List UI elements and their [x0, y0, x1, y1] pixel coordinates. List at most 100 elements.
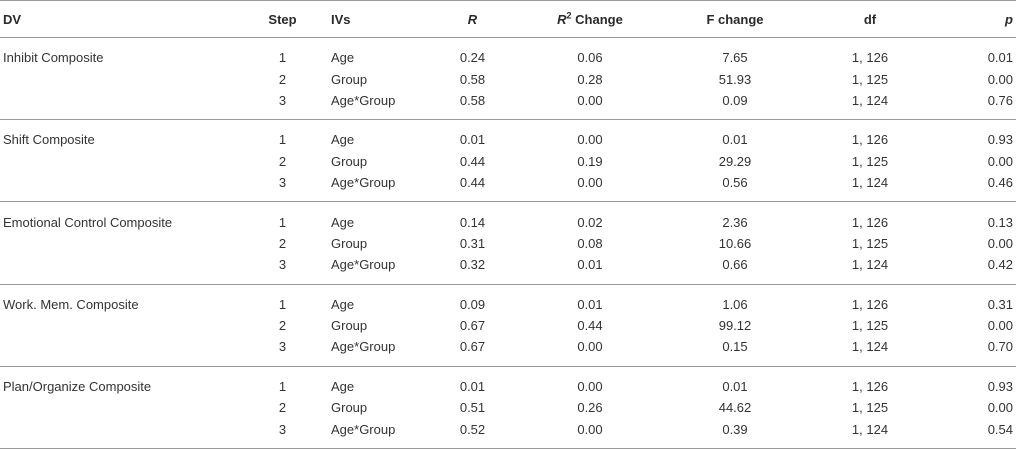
df-cell: 1, 125	[851, 400, 889, 416]
r-cell: 0.51	[459, 400, 486, 416]
df-cell: 1, 124	[805, 89, 935, 121]
r2-change-cell: 0.00	[515, 336, 665, 367]
header-dv: DV	[0, 0, 250, 38]
df-cell: 1, 125	[851, 318, 889, 334]
step-cell: 2	[278, 235, 287, 251]
table-row: Shift Composite 1 Age 0.01 0.00 0.01 1, 126 0.9…	[0, 120, 1016, 151]
step-cell: 1	[278, 50, 287, 66]
table-row: 2 Group 0.67 0.44 99.12 1, 125 0.00	[0, 315, 1016, 336]
df-cell: 1, 124	[805, 171, 935, 203]
df-cell: 1, 124	[805, 254, 935, 285]
p-cell: 0.01	[987, 50, 1013, 66]
f-change-cell: 10.66	[718, 235, 752, 251]
step-cell: 2	[278, 400, 287, 416]
dv-cell	[0, 233, 250, 254]
df-cell: 1, 126	[851, 296, 889, 312]
table-row: 3 Age*Group 0.32 0.01 0.66 1, 124 0.42	[0, 254, 1016, 285]
table-row: Plan/Organize Composite 1 Age 0.01 0.00 0.01 1…	[0, 366, 1016, 397]
r-cell: 0.31	[459, 235, 486, 251]
r-cell: 0.44	[430, 171, 515, 203]
header-p-text: p	[1005, 11, 1013, 27]
r-cell: 0.09	[459, 296, 486, 312]
p-cell: 0.93	[987, 378, 1013, 394]
r-cell: 0.32	[430, 254, 515, 285]
r2-change-cell: 0.26	[577, 400, 603, 416]
p-cell: 0.93	[987, 132, 1013, 148]
iv-cell: Age*Group	[315, 254, 430, 285]
step-cell: 3	[250, 89, 315, 121]
iv-cell: Age	[331, 378, 355, 394]
table-row: Inhibit Composite 1 Age 0.24 0.06 7.65 1, 126 0…	[0, 38, 1016, 69]
r2-change-cell: 0.02	[577, 214, 603, 230]
df-cell: 1, 126	[851, 132, 889, 148]
table-row: Emotional Control Composite 1 Age 0.14 0.02 2…	[0, 202, 1016, 233]
f-change-cell: 0.01	[722, 378, 748, 394]
df-cell: 1, 126	[851, 50, 889, 66]
iv-cell: Age*Group	[315, 418, 430, 449]
header-df: df	[805, 0, 935, 38]
step-cell: 2	[278, 153, 287, 169]
r2-change-cell: 0.08	[577, 235, 603, 251]
df-cell: 1, 124	[805, 336, 935, 367]
step-cell: 1	[278, 296, 287, 312]
dv-cell: Inhibit Composite	[3, 50, 104, 66]
header-ivs: IVs	[315, 0, 430, 38]
step-cell: 3	[250, 418, 315, 449]
r2-change-cell: 0.00	[515, 171, 665, 203]
step-cell: 1	[278, 132, 287, 148]
header-r2-rest: Change	[571, 11, 623, 27]
dv-cell	[0, 418, 250, 449]
df-cell: 1, 125	[851, 235, 889, 251]
step-cell: 3	[250, 171, 315, 203]
table-row: 3 Age*Group 0.52 0.00 0.39 1, 124 0.54	[0, 418, 1016, 449]
p-cell: 0.31	[987, 296, 1013, 312]
df-cell: 1, 124	[805, 418, 935, 449]
r-cell: 0.58	[459, 71, 486, 87]
step-cell: 1	[278, 378, 287, 394]
r-cell: 0.58	[430, 89, 515, 121]
r2-change-cell: 0.44	[577, 318, 603, 334]
iv-cell: Group	[331, 235, 368, 251]
f-change-cell: 99.12	[718, 318, 752, 334]
r-cell: 0.01	[459, 378, 486, 394]
table-row: 2 Group 0.31 0.08 10.66 1, 125 0.00	[0, 233, 1016, 254]
p-cell: 0.00	[987, 71, 1013, 87]
dv-cell: Work. Mem. Composite	[3, 296, 139, 312]
f-change-cell: 51.93	[718, 71, 752, 87]
table-row: 3 Age*Group 0.67 0.00 0.15 1, 124 0.70	[0, 336, 1016, 367]
header-p: p	[935, 0, 1016, 38]
f-change-cell: 0.39	[665, 418, 805, 449]
step-cell: 2	[278, 71, 287, 87]
iv-cell: Age*Group	[315, 336, 430, 367]
f-change-cell: 7.65	[722, 50, 748, 66]
header-r-text: R	[467, 11, 478, 27]
header-r: R	[430, 0, 515, 38]
r2-change-cell: 0.00	[577, 378, 603, 394]
r-cell: 0.44	[459, 153, 486, 169]
r-cell: 0.67	[459, 318, 486, 334]
p-cell: 0.13	[987, 214, 1013, 230]
p-cell: 0.54	[935, 418, 1016, 449]
table-row: 2 Group 0.58 0.28 51.93 1, 125 0.00	[0, 68, 1016, 89]
dv-cell	[0, 254, 250, 285]
table-row: 3 Age*Group 0.44 0.00 0.56 1, 124 0.46	[0, 171, 1016, 203]
dv-cell: Shift Composite	[3, 132, 95, 148]
iv-cell: Group	[331, 153, 368, 169]
f-change-cell: 44.62	[718, 400, 752, 416]
r2-change-cell: 0.06	[577, 50, 603, 66]
r2-change-cell: 0.00	[515, 89, 665, 121]
header-f-change: F change	[665, 0, 805, 38]
f-change-cell: 0.56	[665, 171, 805, 203]
r2-change-cell: 0.00	[577, 132, 603, 148]
dv-cell	[0, 171, 250, 203]
r2-change-cell: 0.01	[515, 254, 665, 285]
table-header: DV Step IVs R R2 Change F change df p	[0, 0, 1016, 38]
step-cell: 2	[278, 318, 287, 334]
iv-cell: Age	[331, 50, 355, 66]
f-change-cell: 0.66	[665, 254, 805, 285]
dv-cell: Emotional Control Composite	[3, 214, 173, 230]
r2-change-cell: 0.19	[577, 153, 603, 169]
iv-cell: Group	[331, 400, 368, 416]
dv-cell	[0, 315, 250, 336]
